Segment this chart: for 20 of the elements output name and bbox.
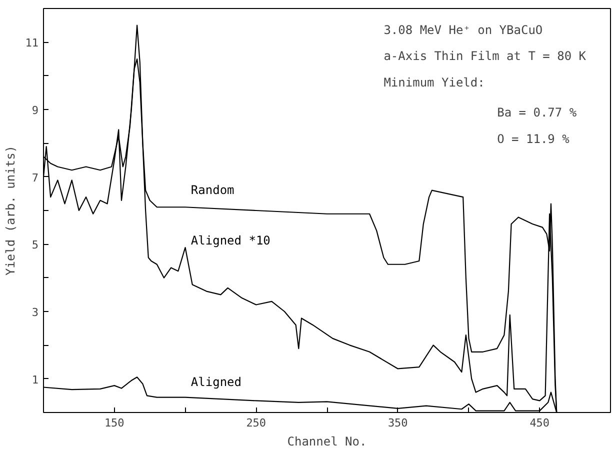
y-tick-label: 3	[32, 306, 38, 319]
annotation: 3.08 MeV He⁺ on YBaCuO	[384, 22, 543, 37]
x-axis-title: Channel No.	[287, 434, 367, 448]
y-tick-label: 7	[32, 171, 38, 184]
series-label: Aligned *10	[190, 234, 270, 248]
y-tick-label: 11	[25, 36, 39, 50]
y-tick-label: 1	[32, 373, 38, 386]
y-axis-title: Yield (arb. units)	[3, 145, 18, 276]
annotation: a-Axis Thin Film at T = 80 K	[384, 49, 587, 64]
x-tick-label: 350	[388, 416, 408, 430]
annotation: Ba = 0.77 %	[497, 106, 578, 120]
series-label: Random	[190, 183, 234, 198]
y-tick-label: 5	[32, 238, 38, 252]
annotation: O = 11.9 %	[497, 132, 570, 146]
x-tick-label: 450	[530, 416, 550, 430]
annotation: Minimum Yield:	[384, 75, 485, 90]
series-label: Aligned	[190, 374, 242, 389]
x-tick-label: 150	[104, 416, 124, 430]
y-tick-label: 9	[32, 104, 38, 117]
x-tick-label: 250	[246, 416, 266, 430]
